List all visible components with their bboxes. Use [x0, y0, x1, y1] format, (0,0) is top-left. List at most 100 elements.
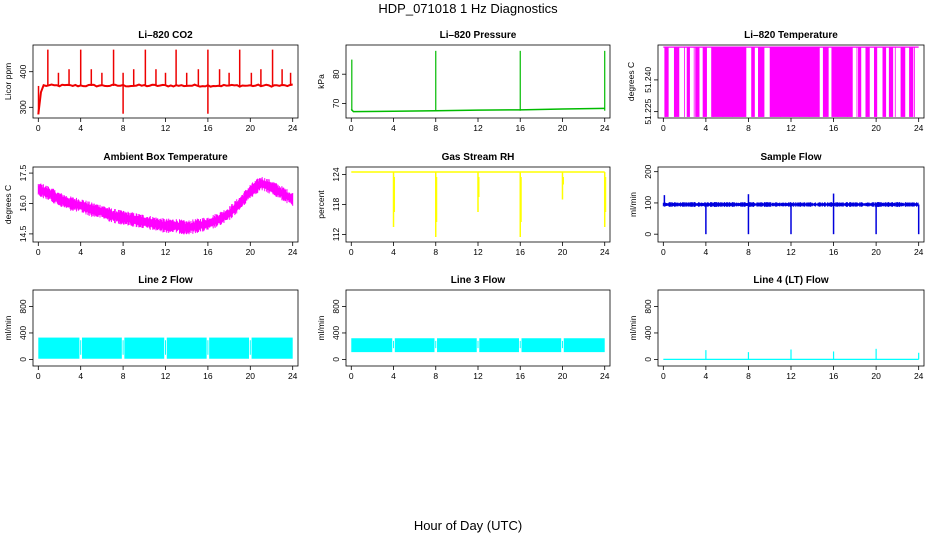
- x-tick-label: 8: [746, 247, 751, 257]
- y-tick-label: 200: [643, 164, 653, 178]
- temperature-band: [882, 47, 886, 117]
- y-tick-label: 80: [331, 69, 341, 79]
- temperature-band: [900, 47, 905, 117]
- x-tick-label: 24: [288, 123, 298, 133]
- y-tick-label: 400: [18, 326, 28, 340]
- x-tick-label: 24: [914, 247, 924, 257]
- panel-title: Li–820 CO2: [138, 30, 193, 41]
- temperature-band: [686, 47, 690, 117]
- x-tick-label: 8: [121, 371, 126, 381]
- x-tick-label: 8: [433, 371, 438, 381]
- panel-5-data: [351, 171, 607, 237]
- x-tick-label: 8: [746, 371, 751, 381]
- panel-2-data: [350, 50, 606, 113]
- co2-series-line: [37, 83, 293, 115]
- flow-band: [209, 337, 250, 359]
- temperature-band: [695, 47, 700, 117]
- temperature-band: [888, 47, 894, 117]
- x-tick-label: 16: [516, 123, 526, 133]
- x-tick-label: 20: [246, 371, 256, 381]
- flow-band: [38, 337, 80, 359]
- x-tick-label: 16: [829, 123, 839, 133]
- x-tick-label: 8: [121, 247, 126, 257]
- y-tick-label: 0: [643, 357, 653, 362]
- y-axis-label: kPa: [316, 74, 326, 89]
- y-axis-label: Licor ppm: [3, 63, 13, 100]
- x-tick-label: 24: [288, 247, 298, 257]
- temperature-band: [873, 47, 878, 117]
- x-tick-label: 12: [473, 247, 483, 257]
- x-tick-label: 12: [161, 123, 171, 133]
- y-tick-label: 400: [18, 64, 28, 78]
- temperature-band: [858, 47, 862, 117]
- y-tick-label: 16.0: [18, 195, 28, 212]
- x-tick-label: 24: [288, 371, 298, 381]
- x-tick-label: 4: [78, 247, 83, 257]
- x-tick-label: 4: [704, 247, 709, 257]
- temperature-band: [711, 47, 747, 117]
- x-tick-label: 8: [433, 123, 438, 133]
- x-tick-label: 4: [78, 371, 83, 381]
- flow-band: [437, 338, 477, 353]
- x-tick-label: 4: [704, 123, 709, 133]
- flow-band: [251, 337, 293, 359]
- x-tick-label: 12: [786, 371, 796, 381]
- x-tick-label: 16: [516, 371, 526, 381]
- panel-title: Sample Flow: [760, 152, 821, 163]
- x-tick-label: 20: [246, 123, 256, 133]
- y-tick-label: 0: [643, 232, 653, 237]
- x-tick-label: 4: [391, 371, 396, 381]
- flow-band: [166, 337, 207, 359]
- x-tick-label: 20: [558, 371, 568, 381]
- x-tick-label: 12: [786, 247, 796, 257]
- x-tick-label: 0: [661, 371, 666, 381]
- y-tick-label: 124: [331, 167, 341, 181]
- panel-8: Line 3 Flow 0 4 8 12 16 20 24 0 400 800 ml/min: [316, 275, 611, 381]
- panel-2: Li–820 Pressure 0 4 8 12 16 20 24 70 80 kPa: [316, 30, 611, 133]
- panel-3-data: [663, 46, 919, 117]
- temperature-band: [822, 47, 829, 117]
- y-tick-label: 51.240: [643, 67, 653, 93]
- y-tick-label: 17.5: [18, 165, 28, 182]
- panel-6: Sample Flow 0 4 8 12 16 20 24 0 100 200 ml/min: [628, 152, 925, 257]
- panel-title: Li–820 Temperature: [744, 30, 838, 41]
- panel-9-data: [663, 348, 920, 360]
- x-tick-label: 24: [914, 371, 924, 381]
- x-tick-label: 20: [558, 123, 568, 133]
- flow-band: [479, 338, 519, 353]
- x-tick-label: 24: [600, 123, 610, 133]
- x-tick-label: 8: [746, 123, 751, 133]
- x-tick-label: 16: [829, 371, 839, 381]
- x-tick-label: 12: [473, 123, 483, 133]
- x-tick-label: 12: [786, 123, 796, 133]
- x-tick-label: 24: [600, 371, 610, 381]
- flow-band: [351, 338, 393, 353]
- panel-5: Gas Stream RH 0 4 8 12 16 20 24 112 118 124 percent: [316, 152, 611, 257]
- y-tick-label: 14.5: [18, 225, 28, 242]
- x-tick-label: 12: [473, 371, 483, 381]
- panel-title: Li–820 Pressure: [440, 30, 517, 41]
- x-tick-label: 8: [433, 247, 438, 257]
- x-tick-label: 0: [661, 123, 666, 133]
- panel-title: Line 3 Flow: [451, 275, 506, 286]
- temperature-band: [909, 47, 914, 117]
- y-tick-label: 800: [643, 299, 653, 313]
- panel-1-data: [37, 49, 293, 115]
- x-tick-label: 16: [829, 247, 839, 257]
- y-tick-label: 0: [18, 357, 28, 362]
- x-tick-label: 20: [871, 247, 881, 257]
- x-tick-label: 16: [203, 247, 213, 257]
- y-tick-label: 300: [18, 100, 28, 114]
- panel-frame: [345, 44, 611, 119]
- y-tick-label: 112: [331, 227, 341, 241]
- panel-6-data: [662, 193, 920, 235]
- temperature-band: [769, 47, 820, 117]
- x-tick-label: 0: [36, 247, 41, 257]
- x-tick-label: 0: [661, 247, 666, 257]
- x-tick-label: 4: [78, 123, 83, 133]
- x-tick-label: 4: [391, 123, 396, 133]
- y-tick-label: 118: [331, 197, 341, 211]
- y-axis-label: percent: [316, 190, 326, 219]
- flow-band: [563, 338, 605, 353]
